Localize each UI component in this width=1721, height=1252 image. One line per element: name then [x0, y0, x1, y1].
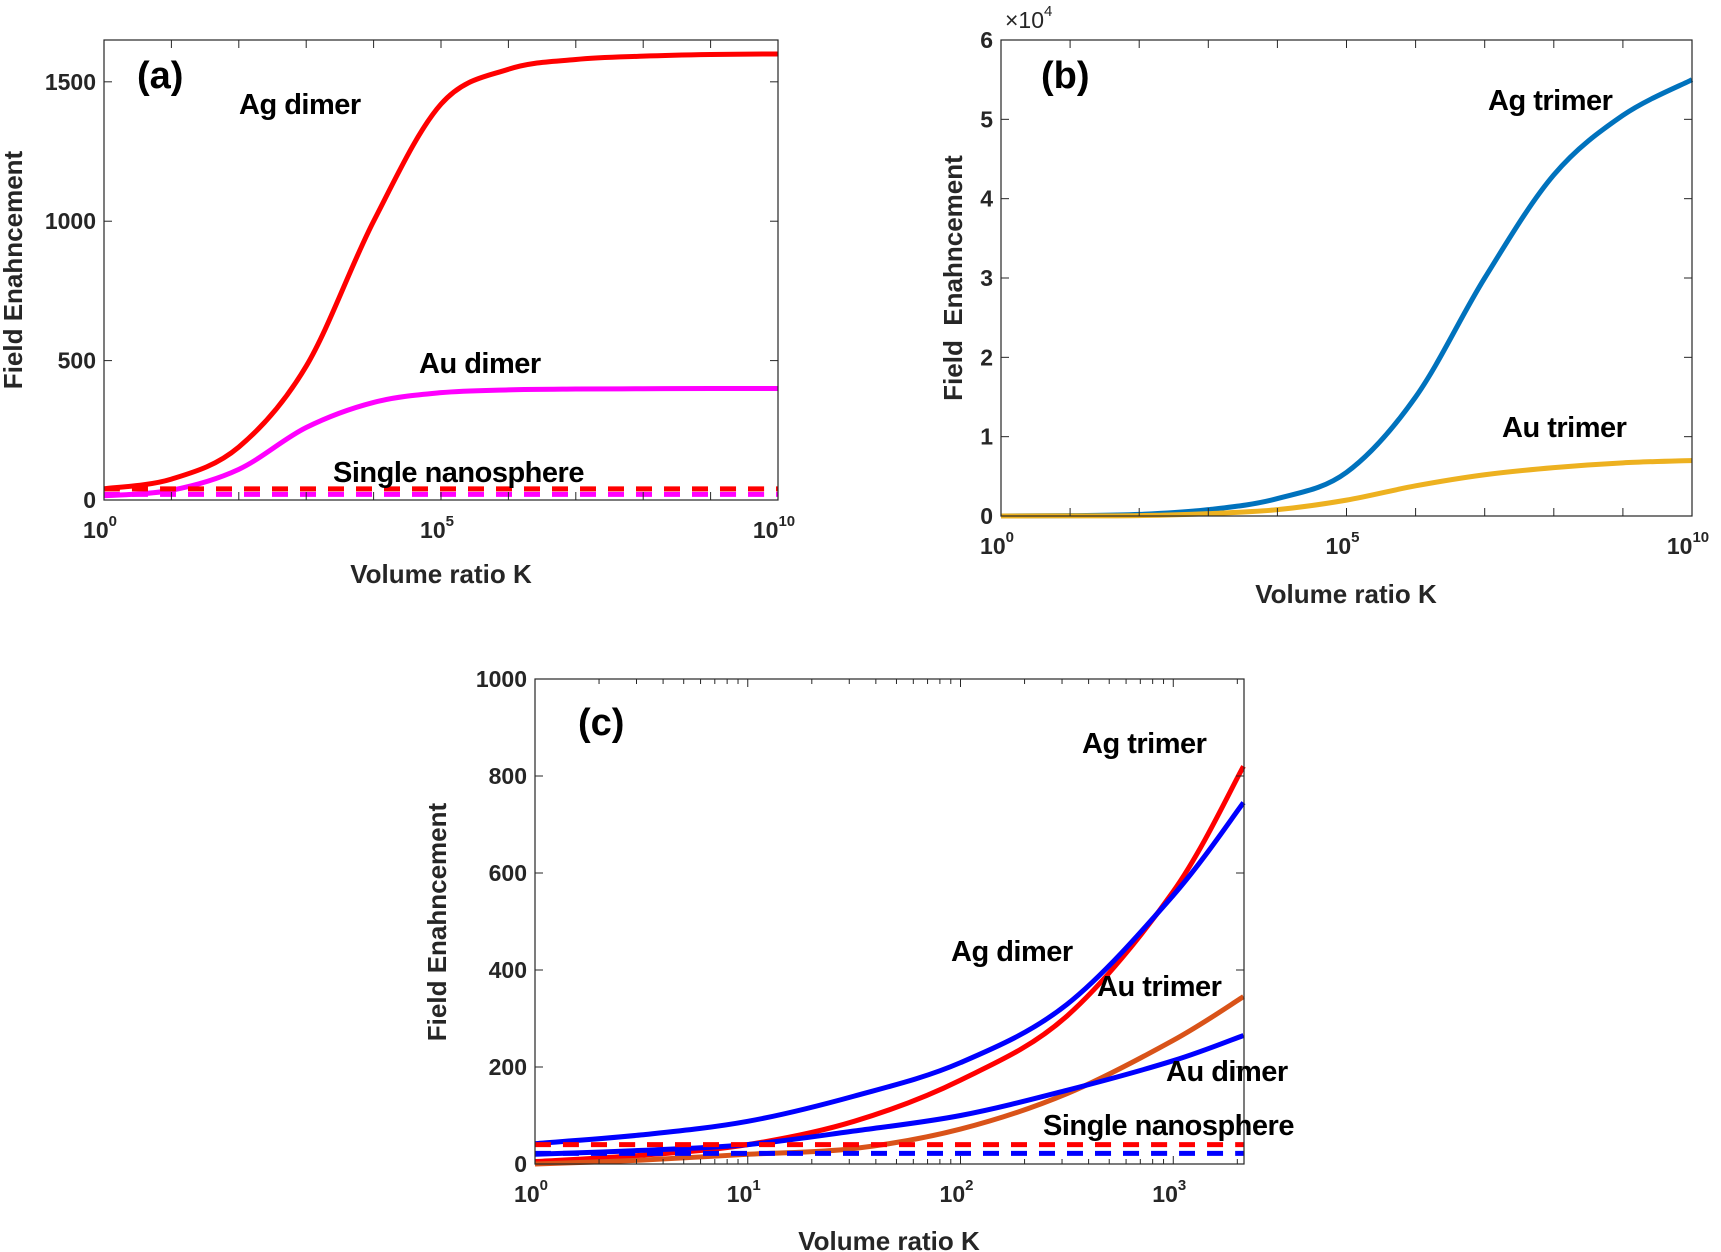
x-tick-label: 100	[980, 529, 1014, 559]
y-tick-label: 6	[980, 27, 993, 53]
y-axis-label: Field Enahncement	[422, 802, 452, 1041]
y-tick-label: 1000	[476, 666, 527, 692]
series-line-0	[534, 765, 1246, 1165]
series-line-0	[1000, 77, 1694, 519]
x-tick-label: 102	[940, 1177, 974, 1207]
y-tick-label: 2	[980, 344, 993, 370]
series-line-3	[534, 1033, 1245, 1157]
series-line-1	[1000, 457, 1693, 519]
y-tick-label: 0	[83, 487, 96, 513]
axes-box	[534, 678, 1245, 1165]
y-axis-label: Field Enahncement	[938, 155, 968, 401]
x-tick-label: 1010	[753, 513, 795, 543]
x-tick-label: 100	[514, 1177, 548, 1207]
panel-b: 100 105 1010 0 1 2 3 4 5 6 ×104 Volume ratio K Field…	[938, 3, 1709, 609]
series-annotation: Au dimer	[419, 348, 541, 380]
y-tick-label: 1	[980, 424, 993, 450]
y-tick-label: 1000	[45, 208, 96, 234]
series-annotation: Single nanosphere	[333, 457, 584, 489]
y-tick-label: 200	[489, 1054, 527, 1080]
y-tick-label: 500	[58, 348, 96, 374]
x-axis-label: Volume ratio K	[1255, 579, 1437, 609]
series-line-1	[534, 801, 1246, 1147]
x-axis-label: Volume ratio K	[350, 559, 532, 589]
series-annotation: Single nanosphere	[1043, 1110, 1294, 1142]
x-tick-label: 105	[420, 513, 454, 543]
x-tick-label: 100	[83, 513, 117, 543]
x-tick-label: 1010	[1667, 529, 1709, 559]
y-tick-label: 0	[980, 503, 993, 529]
series-line-2	[534, 994, 1245, 1167]
x-tick-label: 101	[727, 1177, 761, 1207]
y-tick-label: 5	[980, 106, 993, 132]
panel-label: (a)	[137, 55, 183, 97]
series-annotation: Au trimer	[1502, 412, 1627, 444]
y-multiplier-label: ×104	[1005, 3, 1052, 33]
series-annotation: Ag dimer	[951, 936, 1073, 968]
series-line-1	[103, 385, 779, 499]
y-tick-label: 4	[980, 186, 993, 212]
y-tick-label: 600	[489, 860, 527, 886]
x-tick-label: 103	[1152, 1177, 1186, 1207]
series-annotation: Ag trimer	[1082, 728, 1207, 760]
panel-label: (b)	[1041, 55, 1090, 97]
series-line-0	[103, 51, 779, 492]
y-tick-label: 3	[980, 265, 993, 291]
axes-box	[103, 39, 779, 501]
y-tick-label: 400	[489, 957, 527, 983]
series-annotation: Au trimer	[1097, 971, 1222, 1003]
series-annotation: Ag trimer	[1488, 85, 1613, 117]
panel-a: 100 105 1010 0 500 1000 1500 Volume ratio K Fiel…	[0, 39, 795, 589]
y-tick-label: 0	[514, 1151, 527, 1177]
panel-label: (c)	[578, 702, 624, 744]
y-axis-label: Field Enahncement	[0, 150, 28, 389]
series-annotation: Au dimer	[1166, 1056, 1288, 1088]
series-annotation: Ag dimer	[239, 89, 361, 121]
y-tick-label: 800	[489, 763, 527, 789]
y-tick-label: 1500	[45, 69, 96, 95]
x-axis-label: Volume ratio K	[798, 1226, 980, 1252]
panel-c: 100 101 102 103 0 200 400 600 800 1000 Volume rati…	[422, 666, 1295, 1252]
x-tick-label: 105	[1326, 529, 1360, 559]
